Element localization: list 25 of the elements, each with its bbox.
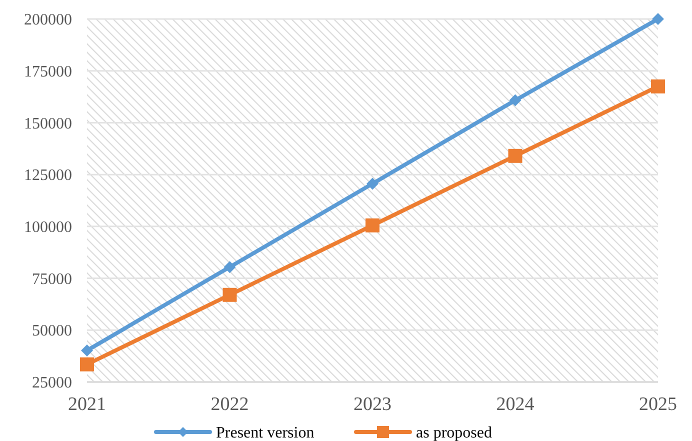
y-tick-label: 175000	[24, 63, 72, 80]
point	[652, 13, 664, 25]
point	[509, 94, 522, 106]
y-tick-label: 25000	[32, 374, 72, 392]
y-tick-label: 150000	[24, 115, 72, 132]
x-tick-label: 2024	[496, 394, 535, 415]
point	[651, 79, 665, 94]
y-tick-label: 50000	[32, 322, 72, 340]
y-tick-label: 200000	[24, 12, 72, 29]
x-tick-label: 2021	[68, 394, 106, 415]
legend-label: as proposed	[416, 424, 492, 441]
x-tick-label: 2023	[354, 394, 392, 415]
point	[366, 178, 378, 190]
y-tick-label: 75000	[32, 270, 72, 288]
point	[80, 357, 94, 372]
point	[224, 261, 236, 274]
point	[81, 344, 93, 356]
x-tick-label: 2022	[210, 394, 249, 415]
point	[508, 148, 522, 163]
x-tick-label: 2025	[639, 394, 677, 415]
point	[366, 218, 380, 232]
legend-label: Present version	[216, 424, 314, 441]
point	[222, 288, 237, 302]
y-tick-label: 100000	[24, 219, 72, 236]
y-tick-label: 125000	[24, 167, 72, 184]
